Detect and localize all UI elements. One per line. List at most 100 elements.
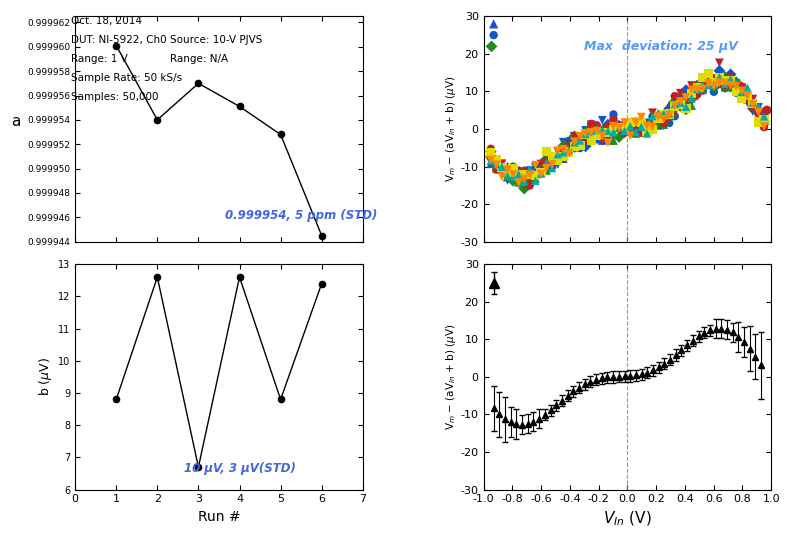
Point	[573, 144, 586, 152]
Point	[562, 147, 575, 156]
Point	[540, 157, 553, 165]
Point	[736, 94, 748, 103]
Point	[602, 130, 615, 139]
Point	[713, 76, 726, 85]
Point	[725, 76, 737, 85]
Point	[646, 121, 659, 129]
Point	[624, 126, 637, 135]
Point	[635, 122, 648, 131]
Point	[736, 86, 748, 95]
Point	[596, 128, 608, 137]
Point	[484, 145, 497, 153]
Point	[590, 124, 603, 133]
Point	[540, 147, 553, 156]
Point	[646, 112, 659, 121]
Point	[691, 85, 703, 94]
Point	[747, 104, 759, 113]
Point	[668, 102, 681, 110]
Point	[557, 144, 570, 153]
Point	[507, 162, 520, 171]
Point	[596, 128, 608, 137]
Point	[685, 94, 698, 103]
Point	[535, 166, 547, 175]
Point	[725, 75, 737, 83]
Point	[540, 154, 553, 163]
Y-axis label: b ($\mu$V): b ($\mu$V)	[36, 357, 54, 397]
Point	[652, 119, 664, 127]
Point	[496, 159, 509, 168]
Point	[496, 166, 509, 175]
Point	[613, 122, 626, 131]
Point	[524, 171, 536, 180]
Point	[679, 99, 692, 108]
Point	[602, 122, 615, 131]
Point	[624, 125, 637, 134]
Point	[657, 119, 670, 127]
Point	[513, 172, 525, 181]
Point	[487, 20, 500, 28]
Point	[501, 165, 514, 174]
Point	[513, 171, 525, 180]
Point	[674, 95, 687, 103]
Point	[551, 152, 564, 161]
Point	[657, 114, 670, 122]
Point	[557, 152, 570, 161]
Point	[524, 165, 536, 174]
Point	[484, 156, 497, 164]
Point	[707, 83, 720, 92]
Point	[702, 74, 714, 83]
Point	[613, 125, 626, 134]
Point	[758, 117, 770, 126]
Point	[641, 121, 653, 130]
Point	[513, 178, 525, 187]
Point	[579, 129, 592, 138]
Point	[752, 106, 765, 115]
Point	[646, 108, 659, 117]
Text: 10 μV, 3 μV(STD): 10 μV, 3 μV(STD)	[184, 461, 297, 474]
Point	[557, 145, 570, 153]
Point	[707, 82, 720, 91]
Point	[613, 123, 626, 132]
Point	[602, 128, 615, 137]
Point	[707, 88, 720, 96]
Point	[696, 79, 709, 88]
Point	[646, 118, 659, 126]
Point	[747, 99, 759, 108]
Point	[501, 170, 514, 179]
Point	[590, 133, 603, 141]
Point	[557, 138, 570, 147]
Point	[725, 83, 737, 92]
Point	[713, 73, 726, 82]
Point	[524, 170, 536, 178]
Point	[546, 152, 558, 161]
Point	[747, 100, 759, 109]
Point	[641, 121, 653, 130]
Point	[573, 135, 586, 144]
Point	[619, 121, 631, 130]
Point	[535, 169, 547, 178]
Point	[752, 106, 765, 115]
Point	[663, 113, 676, 122]
X-axis label: Run #: Run #	[198, 510, 240, 524]
Point	[624, 123, 637, 132]
Point	[540, 166, 553, 175]
Text: Samples: 50,000: Samples: 50,000	[71, 92, 159, 102]
Point	[691, 90, 703, 99]
Point	[663, 109, 676, 118]
Point	[557, 154, 570, 163]
Point	[619, 126, 631, 134]
Point	[529, 174, 542, 183]
Point	[529, 165, 542, 174]
Point	[579, 129, 592, 138]
Point	[496, 165, 509, 174]
Point	[685, 94, 698, 102]
Point	[679, 97, 692, 106]
Point	[507, 165, 520, 174]
Point	[602, 123, 615, 132]
Point	[501, 171, 514, 180]
Point	[752, 109, 765, 118]
Text: Max  deviation: 25 μV: Max deviation: 25 μV	[585, 40, 738, 53]
Point	[557, 146, 570, 155]
Point	[730, 79, 743, 88]
Point	[518, 174, 531, 182]
